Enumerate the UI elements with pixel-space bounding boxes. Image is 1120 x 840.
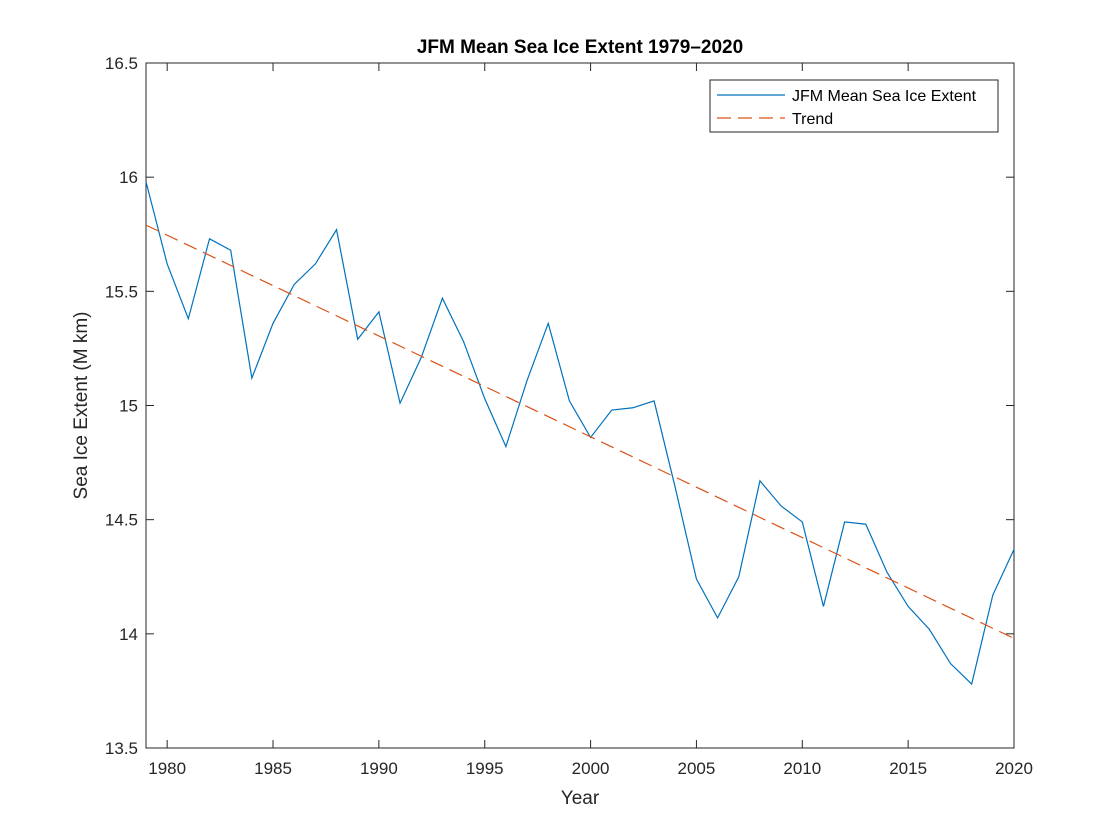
x-tick-label: 2020: [995, 759, 1033, 778]
y-tick-label: 13.5: [105, 739, 138, 758]
x-tick-label: 1985: [254, 759, 292, 778]
x-tick-label: 2015: [889, 759, 927, 778]
series-line-sea-ice: [145, 181, 1015, 686]
x-axis-label: Year: [561, 788, 600, 809]
x-tick-label: 2010: [783, 759, 821, 778]
x-tick-label: 1995: [466, 759, 504, 778]
series-line-trend: [145, 224, 1015, 639]
legend: JFM Mean Sea Ice Extent Trend: [709, 79, 999, 133]
y-axis-label: Sea Ice Extent (M km): [71, 312, 92, 500]
y-tick-label: 15.5: [105, 282, 138, 301]
y-tick-label: 14.5: [105, 511, 138, 530]
chart-title: JFM Mean Sea Ice Extent 1979–2020: [417, 37, 743, 58]
legend-label-sea-ice: JFM Mean Sea Ice Extent: [792, 88, 977, 105]
y-tick-label: 14: [119, 625, 138, 644]
y-tick-label: 16.5: [105, 54, 138, 73]
plot-area: [145, 62, 1015, 749]
axis-ticks: 1980 1985 1990 1995 2000 2005 2010 2015 2020 13.5…: [105, 54, 1033, 778]
series-layer: [145, 181, 1015, 686]
x-tick-label: 2000: [572, 759, 610, 778]
x-tick-label: 2005: [678, 759, 716, 778]
x-tick-label: 1980: [148, 759, 186, 778]
y-tick-label: 15: [119, 397, 138, 416]
legend-label-trend: Trend: [792, 111, 833, 128]
x-tick-label: 1990: [360, 759, 398, 778]
legend-box: [709, 79, 999, 133]
y-tick-label: 16: [119, 168, 138, 187]
